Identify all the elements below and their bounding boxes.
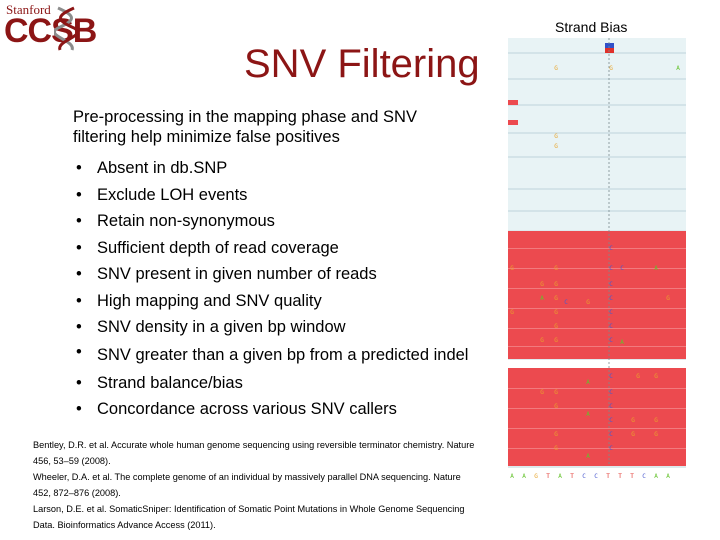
- svg-text:A: A: [510, 473, 514, 480]
- svg-text:C: C: [609, 373, 613, 380]
- list-item: Absent in db.SNP: [73, 155, 493, 182]
- svg-text:G: G: [554, 431, 558, 438]
- svg-text:C: C: [609, 245, 613, 252]
- svg-text:A: A: [654, 473, 658, 480]
- svg-text:C: C: [609, 337, 613, 344]
- svg-text:C: C: [609, 417, 613, 424]
- list-item: Retain non-synonymous: [73, 208, 493, 235]
- dna-helix-icon: [54, 6, 79, 51]
- svg-text:C: C: [609, 295, 613, 302]
- svg-text:G: G: [540, 389, 544, 396]
- svg-text:G: G: [609, 65, 613, 72]
- svg-text:T: T: [570, 473, 574, 480]
- svg-text:C: C: [582, 473, 586, 480]
- svg-text:G: G: [554, 65, 558, 72]
- svg-text:A: A: [654, 265, 658, 272]
- svg-text:A: A: [676, 65, 680, 72]
- strand-bias-title: Strand Bias: [555, 19, 628, 35]
- svg-text:C: C: [609, 389, 613, 396]
- list-item: Exclude LOH events: [73, 182, 493, 209]
- svg-text:A: A: [540, 295, 544, 302]
- logo-stanford-text: Stanford: [6, 2, 51, 17]
- list-item: Sufficient depth of read coverage: [73, 235, 493, 262]
- svg-text:G: G: [554, 133, 558, 140]
- svg-text:C: C: [609, 403, 613, 410]
- strand-bias-read-alignment-image: G G A G G C G G C C A G G C A G C G C G …: [508, 38, 686, 482]
- svg-text:C: C: [609, 445, 613, 452]
- svg-text:G: G: [540, 337, 544, 344]
- filter-criteria-list: Absent in db.SNP Exclude LOH events Reta…: [73, 155, 493, 423]
- svg-text:T: T: [606, 473, 610, 480]
- svg-text:G: G: [666, 295, 670, 302]
- reference-entry: Larson, D.E. et al. SomaticSniper: Ident…: [33, 504, 465, 530]
- svg-text:G: G: [654, 417, 658, 424]
- svg-text:G: G: [510, 265, 514, 272]
- svg-text:G: G: [554, 445, 558, 452]
- svg-text:C: C: [609, 309, 613, 316]
- svg-text:G: G: [636, 373, 640, 380]
- svg-text:T: T: [618, 473, 622, 480]
- svg-text:A: A: [620, 339, 624, 346]
- list-item: SNV density in a given bp window: [73, 314, 493, 341]
- svg-text:G: G: [554, 295, 558, 302]
- page-title: SNV Filtering: [244, 42, 480, 86]
- svg-text:T: T: [630, 473, 634, 480]
- svg-text:G: G: [654, 373, 658, 380]
- svg-text:G: G: [554, 337, 558, 344]
- svg-text:C: C: [642, 473, 646, 480]
- svg-text:C: C: [594, 473, 598, 480]
- references: Bentley, D.R. et al. Accurate whole huma…: [33, 437, 478, 533]
- svg-text:A: A: [586, 379, 590, 386]
- svg-text:G: G: [631, 417, 635, 424]
- svg-text:A: A: [522, 473, 526, 480]
- svg-text:G: G: [534, 473, 538, 480]
- svg-text:C: C: [609, 265, 613, 272]
- svg-text:G: G: [540, 281, 544, 288]
- intro-text: Pre-processing in the mapping phase and …: [73, 108, 417, 146]
- svg-text:G: G: [586, 299, 590, 306]
- svg-text:G: G: [654, 431, 658, 438]
- svg-text:C: C: [609, 323, 613, 330]
- svg-text:G: G: [510, 309, 514, 316]
- svg-text:G: G: [554, 403, 558, 410]
- svg-text:A: A: [586, 453, 590, 460]
- svg-text:G: G: [554, 389, 558, 396]
- ccsb-logo: Stanford CCSB: [2, 2, 102, 52]
- svg-text:A: A: [666, 473, 670, 480]
- svg-text:G: G: [631, 431, 635, 438]
- svg-text:C: C: [609, 281, 613, 288]
- list-item: Concordance across various SNV callers: [73, 396, 493, 423]
- svg-text:G: G: [554, 143, 558, 150]
- svg-text:C: C: [609, 431, 613, 438]
- list-item: SNV greater than a given bp from a predi…: [73, 341, 493, 370]
- svg-text:A: A: [586, 411, 590, 418]
- list-item: SNV present in given number of reads: [73, 261, 493, 288]
- svg-text:G: G: [554, 281, 558, 288]
- svg-text:C: C: [564, 299, 568, 306]
- logo-ccsb-text: CCSB: [4, 12, 97, 50]
- list-item: Strand balance/bias: [73, 370, 493, 397]
- svg-text:G: G: [554, 309, 558, 316]
- svg-text:G: G: [554, 323, 558, 330]
- svg-text:G: G: [554, 265, 558, 272]
- reference-entry: Bentley, D.R. et al. Accurate whole huma…: [33, 440, 475, 466]
- svg-text:C: C: [620, 265, 624, 272]
- svg-text:T: T: [546, 473, 550, 480]
- list-item: High mapping and SNV quality: [73, 288, 493, 315]
- reference-entry: Wheeler, D.A. et al. The complete genome…: [33, 472, 461, 498]
- svg-text:A: A: [558, 473, 562, 480]
